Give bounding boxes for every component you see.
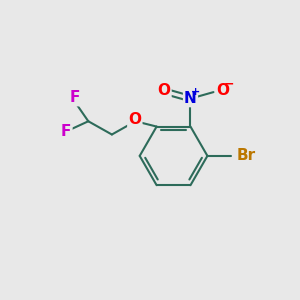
Text: Br: Br xyxy=(237,148,256,164)
Text: F: F xyxy=(70,90,80,105)
Text: F: F xyxy=(61,124,71,139)
Text: O: O xyxy=(216,83,230,98)
Text: −: − xyxy=(224,77,234,90)
Text: +: + xyxy=(191,87,200,97)
Text: O: O xyxy=(128,112,141,127)
Text: O: O xyxy=(158,83,170,98)
Text: N: N xyxy=(184,91,197,106)
